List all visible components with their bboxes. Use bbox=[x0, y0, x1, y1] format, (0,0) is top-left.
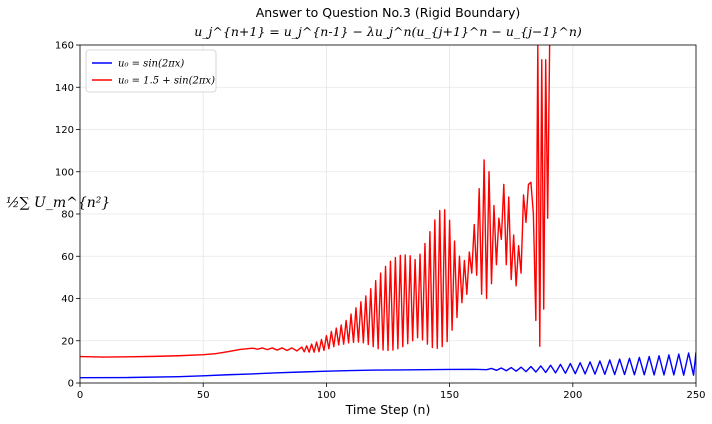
y-tick-label: 20 bbox=[61, 336, 74, 347]
legend-label-1: u₀ = sin(2πx) bbox=[118, 59, 184, 70]
y-axis-label: ½∑ U_m^{n²} bbox=[6, 195, 110, 211]
x-tick-label: 250 bbox=[686, 390, 705, 401]
x-axis-label: Time Step (n) bbox=[345, 402, 431, 417]
series-line-2 bbox=[80, 45, 551, 358]
x-tick-label: 0 bbox=[77, 390, 83, 401]
y-tick-label: 160 bbox=[55, 41, 74, 52]
y-tick-label: 140 bbox=[55, 83, 74, 94]
x-tick-label: 200 bbox=[563, 390, 582, 401]
legend-label-2: u₀ = 1.5 + sin(2πx) bbox=[118, 76, 215, 87]
y-tick-label: 60 bbox=[61, 252, 74, 263]
x-tick-label: 100 bbox=[317, 390, 336, 401]
x-tick-label: 50 bbox=[197, 390, 210, 401]
axis-ticks: 0 50 100 150 200 250 0 20 40 60 80 100 120 140 160 bbox=[55, 41, 706, 402]
y-tick-label: 80 bbox=[61, 210, 74, 221]
series-group bbox=[80, 45, 696, 379]
chart-title: Answer to Question No.3 (Rigid Boundary) bbox=[256, 5, 521, 20]
x-tick-label: 150 bbox=[440, 390, 459, 401]
y-tick-label: 100 bbox=[55, 167, 74, 178]
chart-subtitle: u_j^{n+1} = u_j^{n-1} − λu_j^n(u_{j+1}^n… bbox=[194, 24, 582, 39]
legend: u₀ = sin(2πx) u₀ = 1.5 + sin(2πx) bbox=[85, 49, 217, 93]
series-line-1 bbox=[80, 352, 696, 379]
y-tick-label: 0 bbox=[68, 379, 74, 390]
y-tick-label: 120 bbox=[55, 125, 74, 136]
legend-box bbox=[85, 49, 217, 93]
y-tick-label: 40 bbox=[61, 294, 74, 305]
